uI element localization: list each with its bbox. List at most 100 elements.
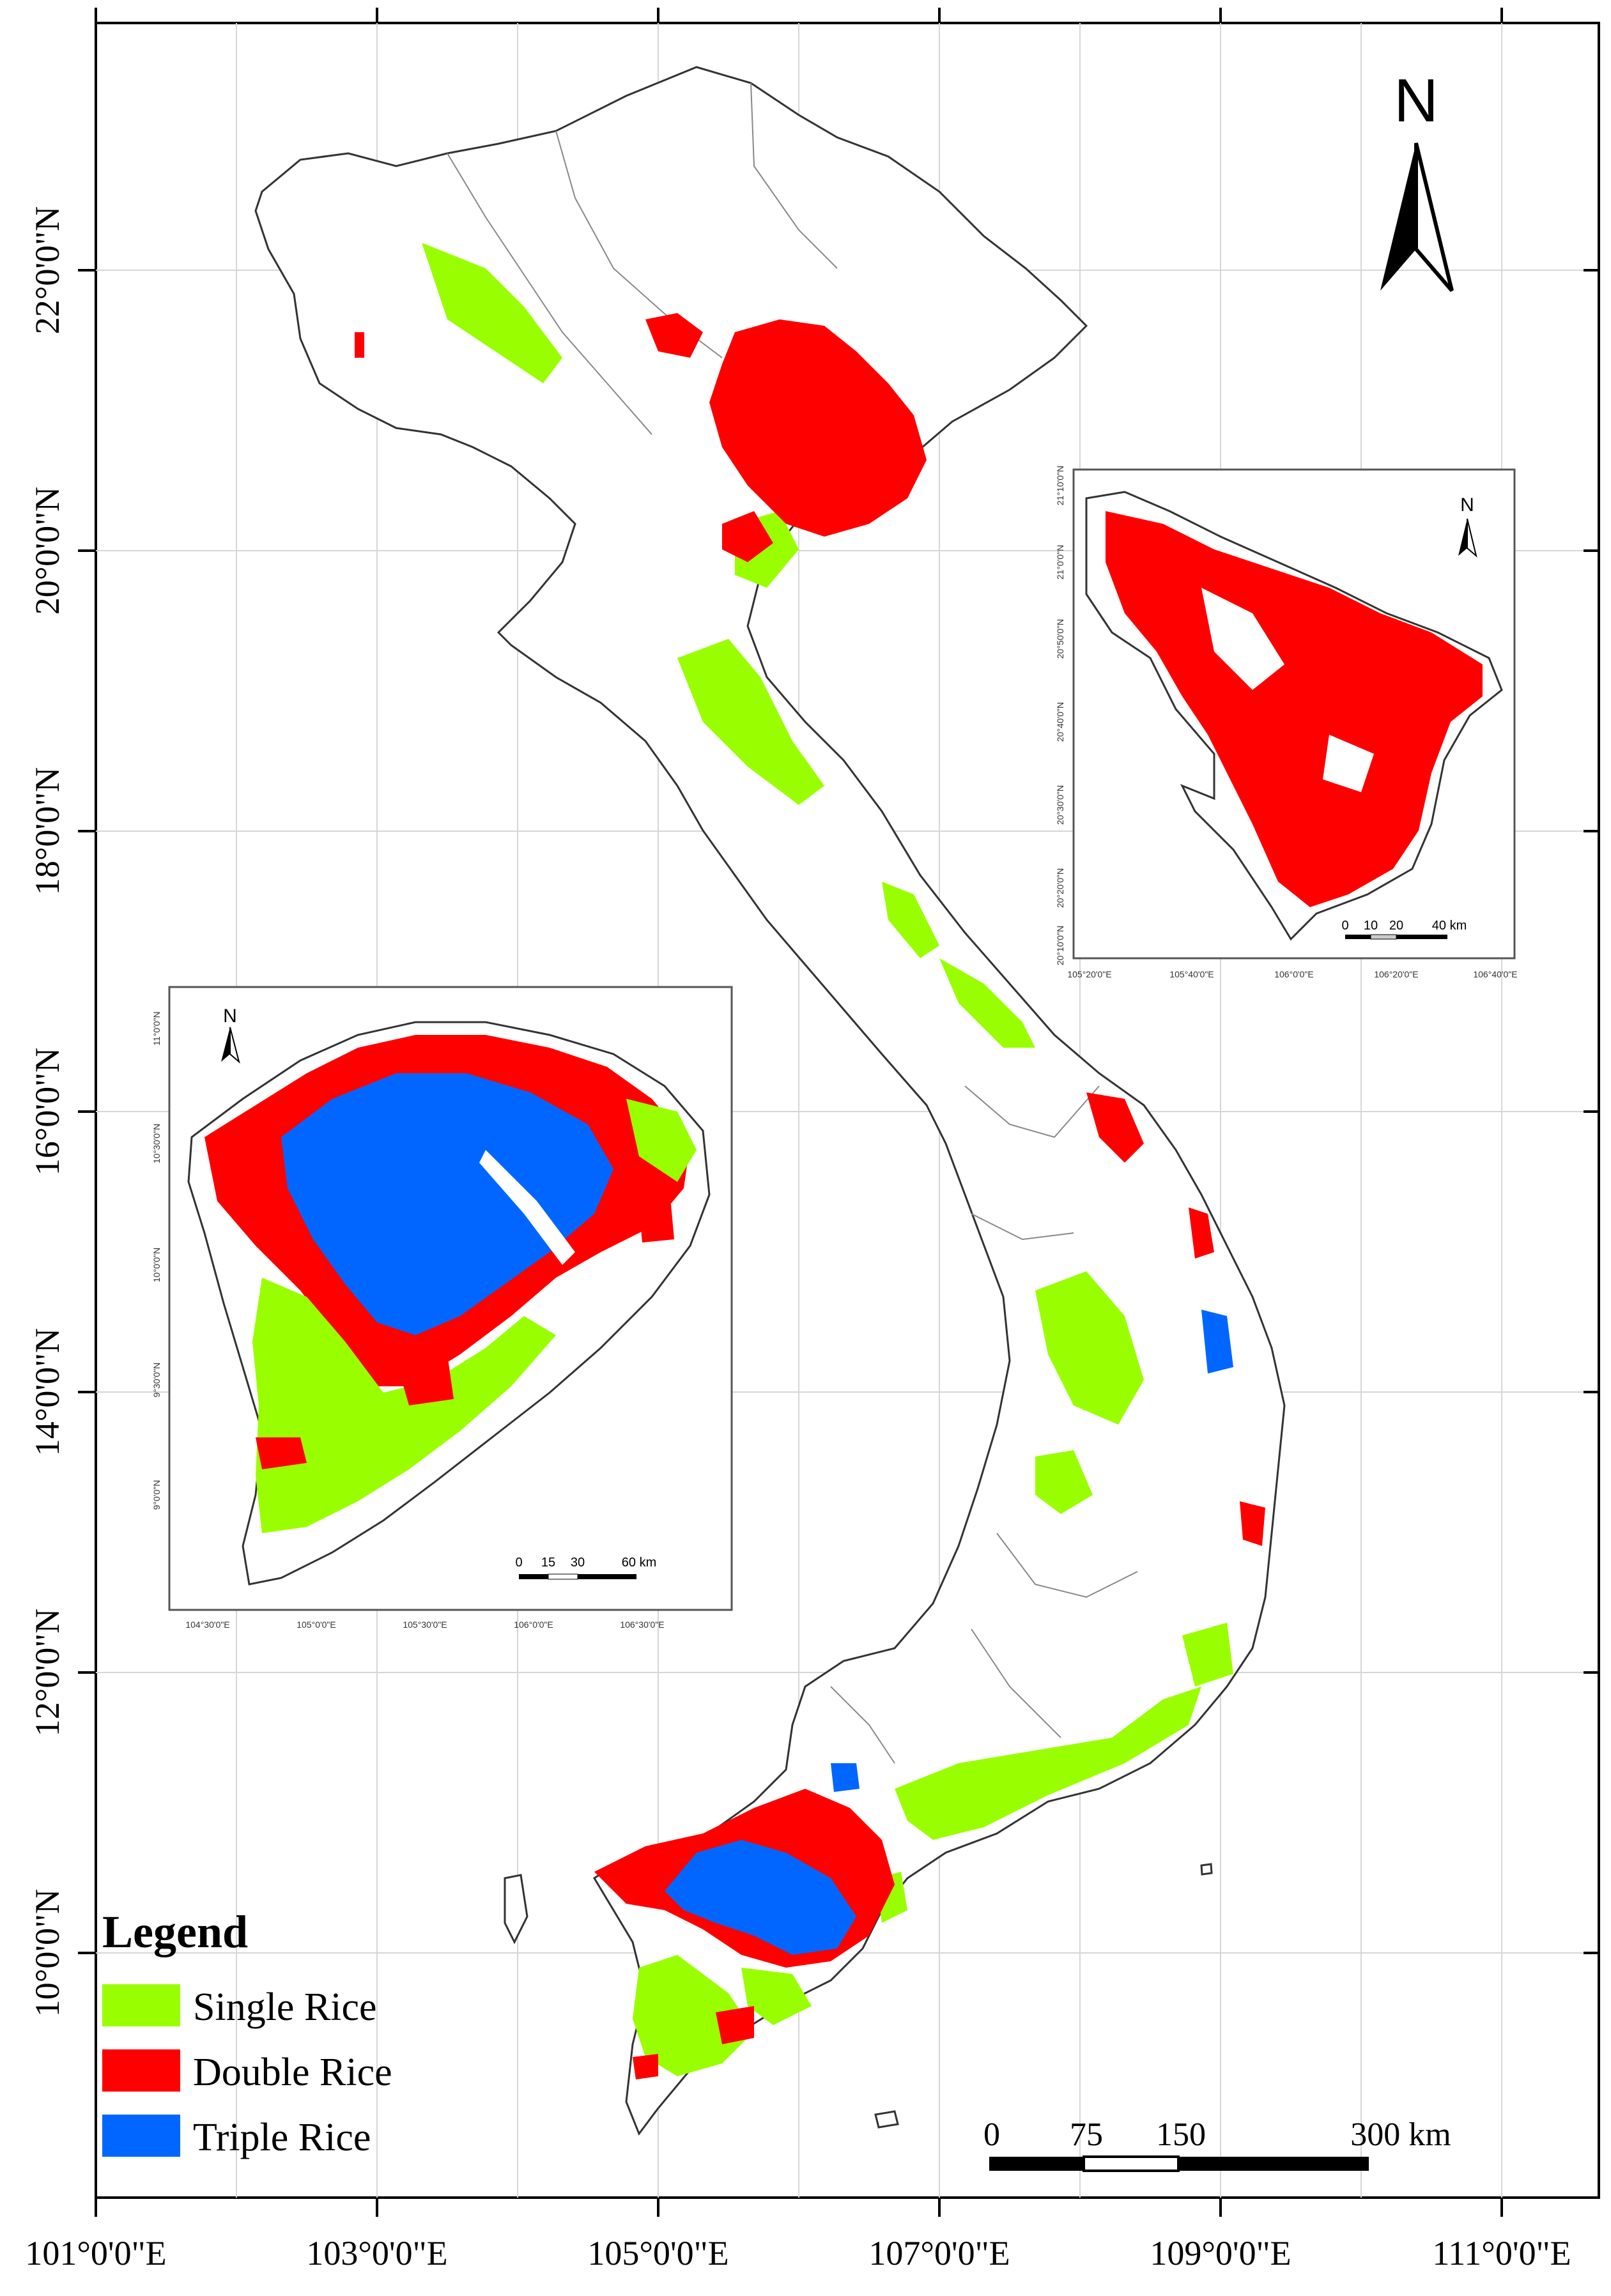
double-rice-region: [709, 319, 927, 537]
inset-north-scale-label: 20: [1389, 919, 1403, 933]
single-rice-region: [939, 958, 1035, 1048]
inset-north-y-label: 21°0'0"N: [1055, 545, 1065, 580]
single-rice-region: [677, 639, 824, 805]
inset-south-y-label: 9°30'0"N: [151, 1363, 162, 1398]
inset-north-x-label: 106°0'0"E: [1274, 969, 1314, 979]
inset-south-arrow-icon: [221, 1027, 240, 1064]
inset-south-x-label: 105°30'0"E: [403, 1619, 447, 1630]
inset-south-double-rice: [639, 1204, 674, 1243]
single-rice-patches: [422, 243, 1233, 2076]
triple-rice-patches: [665, 1310, 1233, 1955]
y-label: 12°0'0"N: [28, 1609, 66, 1736]
inset-north-scale-label: 0: [1341, 919, 1348, 933]
inset-north-x-label: 106°40'0"E: [1473, 969, 1517, 979]
inset-north-y-label: 21°10'0"N: [1055, 466, 1065, 505]
double-rice-region: [645, 313, 703, 358]
inset-south-single-rice: [626, 1099, 697, 1182]
inset-north-x-label: 105°20'0"E: [1067, 969, 1111, 979]
legend-swatch-double: [102, 2049, 180, 2092]
inset-north-y-label: 20°20'0"N: [1055, 868, 1065, 908]
inset-south-x-label: 105°0'0"E: [297, 1619, 336, 1630]
y-axis-labels: 22°0'0"N 20°0'0"N 18°0'0"N 16°0'0"N 14°0…: [28, 206, 66, 2017]
triple-rice-region: [831, 1763, 859, 1792]
inset-north-scale-bar: 0 10 20 40 km: [1341, 919, 1467, 940]
y-label: 18°0'0"N: [28, 767, 66, 895]
inset-south-y-label: 9°0'0"N: [151, 1480, 162, 1510]
inset-south-x-label: 104°30'0"E: [185, 1619, 229, 1630]
x-label: 101°0'0"E: [25, 2234, 166, 2272]
legend-swatch-triple: [102, 2115, 180, 2157]
double-rice-region: [716, 2006, 754, 2044]
double-rice-region: [722, 511, 773, 562]
x-label: 103°0'0"E: [306, 2234, 447, 2272]
inset-south-y-label: 11°0'0"N: [151, 1011, 162, 1045]
inset-north-x-label: 106°20'0"E: [1374, 969, 1418, 979]
double-rice-region: [1086, 1092, 1144, 1163]
single-rice-region: [1035, 1271, 1144, 1425]
x-label: 111°0'0"E: [1432, 2234, 1571, 2272]
north-arrow-icon: [1380, 142, 1454, 292]
single-rice-region: [741, 1968, 812, 2025]
x-label: 105°0'0"E: [587, 2234, 728, 2272]
inset-south-scale-label: 30: [571, 1556, 585, 1570]
axis-ticks: [78, 8, 1599, 2217]
legend: Legend Single Rice Double Rice Triple Ri…: [102, 1906, 392, 2159]
legend-label-single: Single Rice: [193, 1986, 377, 2029]
islands: [504, 1863, 1213, 2129]
north-label: N: [1394, 66, 1438, 135]
y-label: 20°0'0"N: [28, 487, 66, 615]
scale-segment: [1178, 2157, 1369, 2171]
inset-south-y-label: 10°30'0"N: [151, 1124, 162, 1163]
single-rice-region: [895, 1687, 1201, 1840]
inset-north-y-label: 20°30'0"N: [1055, 785, 1065, 825]
inset-north-y-label: 20°50'0"N: [1055, 619, 1065, 659]
vietnam-outline: [254, 66, 1286, 2136]
single-rice-region: [633, 1955, 754, 2076]
x-axis-labels: 101°0'0"E 103°0'0"E 105°0'0"E 107°0'0"E …: [25, 2234, 1571, 2272]
triple-rice-region: [665, 1840, 856, 1955]
inset-south-x-label: 106°30'0"E: [620, 1619, 664, 1630]
single-rice-region: [1182, 1623, 1233, 1687]
inset-south-scale-label: 60 km: [622, 1556, 656, 1570]
y-label: 14°0'0"N: [28, 1328, 66, 1456]
inset-south-scale-bar: 0 15 30 60 km: [515, 1556, 656, 1580]
inset-south-y-label: 10°0'0"N: [151, 1248, 162, 1283]
scale-label: 150: [1156, 2116, 1206, 2153]
scale-segment: [989, 2157, 1084, 2171]
inset-south-double-rice: [396, 1354, 454, 1405]
inset-south-scale-label: 15: [541, 1556, 555, 1570]
inset-north-y-label: 20°40'0"N: [1055, 702, 1065, 742]
y-label: 16°0'0"N: [28, 1048, 66, 1175]
inset-south-river: [479, 1150, 575, 1265]
inset-north-n-label: N: [1460, 494, 1474, 516]
x-label: 109°0'0"E: [1150, 2234, 1291, 2272]
y-label: 22°0'0"N: [28, 206, 66, 334]
inset-north-arrow-icon: [1458, 518, 1477, 558]
x-label: 107°0'0"E: [868, 2234, 1010, 2272]
legend-title: Legend: [102, 1906, 248, 1957]
inset-north-gap: [1323, 735, 1374, 792]
scale-label: 0: [983, 2116, 1000, 2153]
scale-label: 75: [1070, 2116, 1103, 2153]
inset-north: N 105°20'0"E 105°40'0"E 106°0'0"E 106°20…: [1055, 466, 1518, 979]
single-rice-region: [1035, 1450, 1093, 1514]
inset-south-n-label: N: [223, 1006, 237, 1027]
inset-north-gap: [1201, 588, 1284, 690]
inset-north-x-label: 105°40'0"E: [1169, 969, 1214, 979]
scale-bar: 0 75 150 300 km: [983, 2116, 1451, 2172]
inset-south-x-label: 106°0'0"E: [514, 1619, 553, 1630]
legend-swatch-single: [102, 1984, 180, 2026]
inset-south-single-rice: [252, 1278, 556, 1533]
inset-north-double-rice: [1106, 511, 1483, 907]
inset-north-scale-label: 40 km: [1432, 919, 1467, 933]
double-rice-region: [355, 332, 364, 358]
inset-south: N 104°30'0"E 105°0'0"E 105°30'0"E 106°0'…: [151, 986, 733, 1630]
inset-south-double-rice: [256, 1437, 307, 1469]
scale-label: 300 km: [1350, 2116, 1451, 2153]
single-rice-region: [422, 243, 562, 383]
double-rice-region: [633, 2054, 658, 2079]
legend-label-double: Double Rice: [193, 2051, 392, 2094]
triple-rice-region: [1201, 1310, 1233, 1374]
double-rice-region: [1189, 1207, 1214, 1259]
